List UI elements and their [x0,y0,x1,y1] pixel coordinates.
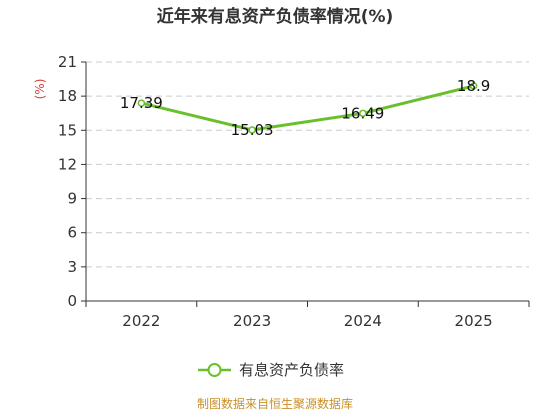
data-label: 16.49 [341,104,384,122]
y-axis-unit: (%) [33,79,47,100]
y-tick-label: 15 [58,121,77,139]
series-line [137,82,478,134]
y-tick-label: 9 [67,190,77,208]
data-point[interactable] [469,82,478,90]
x-tick-label: 2022 [122,312,160,330]
x-tick-label: 2024 [344,312,382,330]
x-tick-labels: 2022 2023 2024 2025 [122,312,492,330]
x-tick-label: 2025 [455,312,493,330]
series-line-path [139,84,476,132]
y-tick-label: 0 [67,292,77,310]
data-point[interactable] [248,126,256,134]
grid-lines [86,61,529,268]
x-tick-label: 2023 [233,312,271,330]
data-point[interactable] [137,99,146,107]
axes [81,61,530,307]
y-tick-label: 21 [58,53,77,71]
source-note: 制图数据来自恒生聚源数据库 [197,396,353,411]
y-tick-label: 6 [67,224,77,242]
data-label: 15.03 [231,121,274,139]
y-tick-labels: 0 3 6 9 12 15 18 21 [58,53,77,310]
legend-circle-marker [207,363,222,377]
y-tick-label: 18 [58,87,77,105]
y-tick-label: 12 [58,155,77,173]
y-tick-label: 3 [67,258,77,276]
data-label: 18.9 [457,77,490,95]
data-labels: 17.39 15.03 16.49 18.9 [120,77,490,139]
legend-label: 有息资产负债率 [239,361,344,379]
legend[interactable]: 有息资产负债率 [198,361,344,379]
data-point[interactable] [359,109,367,118]
data-label: 17.39 [120,94,163,112]
chart-title: 近年来有息资产负债率情况(%) [157,6,394,27]
